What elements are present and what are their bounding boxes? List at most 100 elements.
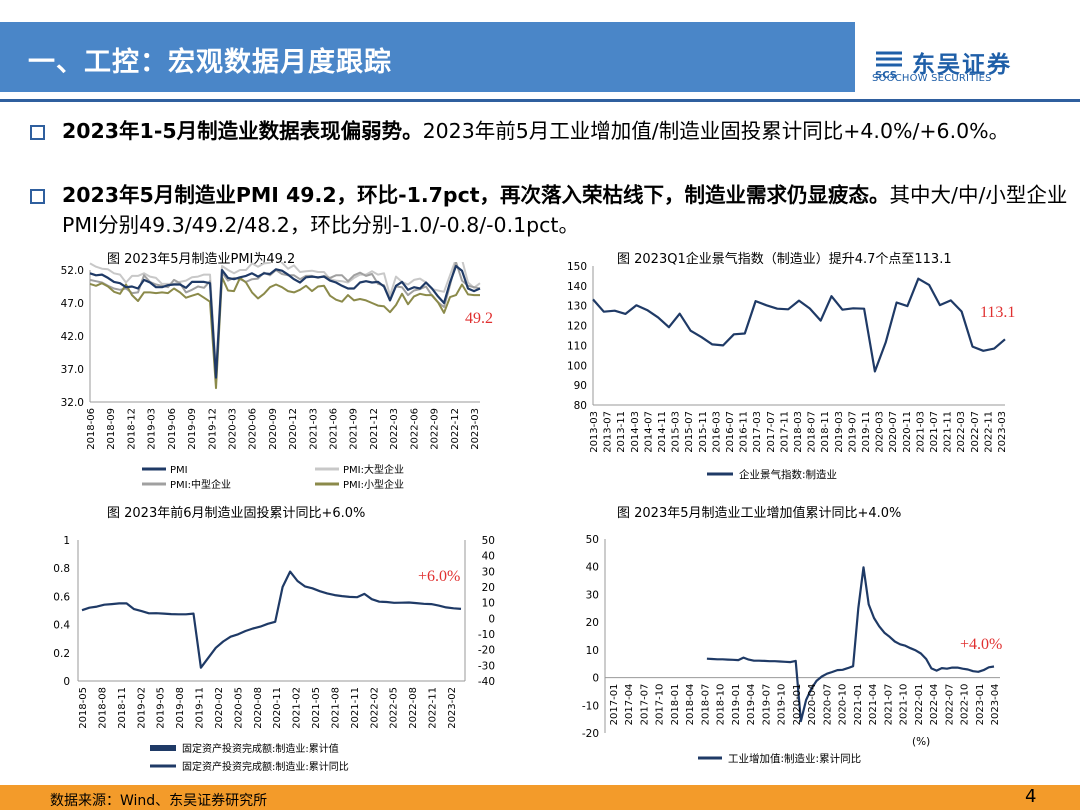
chart-1-legend-label: PMI <box>170 465 188 476</box>
bullet-2-text: 其中大/中/小型企业PMI分别49.3/49.2/48.2，环比分别-1.0/-… <box>62 183 1068 237</box>
chart-4-x-tick-label: 2022-04 <box>929 684 940 726</box>
chart-2-x-tick-label: 2021-03 <box>915 411 926 453</box>
chart-1-y-tick-label: 47.0 <box>61 298 84 310</box>
chart-1-annotation: 49.2 <box>465 310 493 327</box>
chart-industrial-value-added: -20 -10 0 10 20 30 40 50 2017-01 2017-04 2017-07 20… <box>582 534 1001 765</box>
chart-4-title: 图 2023年5月制造业工业增加值累计同比+4.0% <box>617 506 902 521</box>
chart-2-x-tick-label: 2020-03 <box>875 411 886 453</box>
chart-4-legend-label: 工业增加值:制造业:累计同比 <box>728 752 861 765</box>
chart-business-climate: 80 90 100 110 120 130 140 150 2013-03 2013-07 2013… <box>567 262 1008 481</box>
chart-2-x-tick-label: 2015-03 <box>671 411 682 453</box>
chart-4-x-tick-label: 2017-01 <box>609 684 620 726</box>
chart-4-x-tick-label: 2019-10 <box>777 684 788 726</box>
chart-1-series-line <box>89 262 481 380</box>
chart-2-x-tick-label: 2022-07 <box>970 411 981 453</box>
chart-4-x-tick-label: 2022-07 <box>944 684 955 726</box>
chart-4-x-tick-label: 2019-04 <box>746 684 757 726</box>
chart-2-x-tick-label: 2017-03 <box>752 411 763 453</box>
chart-3-x-tick-label: 2022-11 <box>428 687 439 729</box>
chart-3-right-tick-label: 30 <box>482 566 495 578</box>
chart-2-x-tick-label: 2018-03 <box>793 411 804 453</box>
chart-3-x-tick-label: 2020-11 <box>272 687 283 729</box>
chart-2-y-tick-label: 110 <box>567 340 587 352</box>
chart-4-x-tick-label: 2021-04 <box>868 684 879 726</box>
chart-1-x-tick-label: 2019-06 <box>167 408 178 450</box>
chart-2-series-line <box>592 277 1006 373</box>
chart-4-y-tick-label: 0 <box>592 673 599 685</box>
chart-4-y-tick-label: 40 <box>586 562 599 574</box>
chart-4-unit-label: (%) <box>912 736 930 748</box>
chart-4-y-tick-label: -20 <box>582 728 599 740</box>
page-number: 4 <box>1025 786 1037 807</box>
chart-1-x-tick-label: 2022-12 <box>450 408 461 450</box>
chart-3-annotation: +6.0% <box>418 568 461 585</box>
chart-2-x-tick-label: 2016-11 <box>739 411 750 453</box>
chart-3-left-tick-label: 0.2 <box>53 648 70 660</box>
chart-2-y-tick-label: 80 <box>574 400 587 412</box>
chart-2-title: 图 2023Q1企业景气指数（制造业）提升4.7个点至113.1 <box>617 252 952 267</box>
chart-3-right-tick-label: 10 <box>482 598 495 610</box>
chart-3-x-tick-label: 2019-05 <box>156 687 167 729</box>
bullet-square-icon <box>30 125 45 140</box>
chart-1-x-tick-label: 2019-12 <box>207 408 218 450</box>
chart-4-x-tick-label: 2021-01 <box>853 684 864 726</box>
logo-icon: SCS <box>872 47 906 81</box>
chart-1-x-tick-label: 2020-12 <box>288 408 299 450</box>
chart-1-series-line <box>89 262 481 373</box>
chart-3-right-tick-label: 40 <box>482 551 495 563</box>
chart-1-y-tick-label: 42.0 <box>61 331 84 343</box>
chart-2-x-tick-label: 2018-07 <box>807 411 818 453</box>
chart-1-x-tick-label: 2020-03 <box>227 408 238 450</box>
bullet-square-icon <box>30 189 45 204</box>
chart-1-title: 图 2023年5月制造业PMI为49.2 <box>107 252 296 267</box>
chart-4-x-tick-label: 2023-01 <box>975 684 986 726</box>
company-logo: SCS 东吴证券 SOOCHOW SECURITIES <box>872 45 1032 90</box>
chart-3-x-tick-label: 2019-11 <box>195 687 206 729</box>
chart-1-x-tick-label: 2021-09 <box>349 408 360 450</box>
chart-1-y-tick-label: 37.0 <box>61 364 84 376</box>
chart-2-x-tick-label: 2018-11 <box>820 411 831 453</box>
chart-4-x-tick-label: 2018-04 <box>685 684 696 726</box>
chart-1-x-tick-label: 2022-03 <box>389 408 400 450</box>
chart-3-series-line <box>81 570 462 669</box>
bullet-2-bold: 2023年5月制造业PMI 49.2，环比-1.7pct，再次落入荣枯线下，制造… <box>62 183 890 207</box>
chart-1-series-line <box>89 276 480 390</box>
chart-1-x-tick-label: 2018-06 <box>86 408 97 450</box>
chart-3-x-tick-label: 2023-02 <box>447 687 458 729</box>
chart-1-x-tick-label: 2020-06 <box>248 408 259 450</box>
chart-1-x-tick-label: 2021-06 <box>329 408 340 450</box>
chart-1-x-tick-label: 2018-09 <box>106 408 117 450</box>
chart-2-x-tick-label: 2020-11 <box>902 411 913 453</box>
chart-2-y-tick-label: 120 <box>567 321 587 333</box>
chart-4-x-tick-label: 2022-01 <box>914 684 925 726</box>
chart-3-x-tick-label: 2021-05 <box>311 687 322 729</box>
chart-2-y-tick-label: 150 <box>567 262 587 273</box>
chart-2-x-tick-label: 2019-07 <box>847 411 858 453</box>
logo-abbr: SCS <box>875 70 897 81</box>
logo-english: SOOCHOW SECURITIES <box>872 73 992 84</box>
chart-2-x-tick-label: 2019-03 <box>834 411 845 453</box>
chart-3-legend-label: 固定资产投资完成额:制造业:累计值 <box>182 742 339 755</box>
chart-1-x-tick-label: 2022-06 <box>409 408 420 450</box>
chart-2-x-tick-label: 2019-11 <box>861 411 872 453</box>
chart-2-x-tick-label: 2015-07 <box>684 411 695 453</box>
chart-1-x-tick-label: 2019-03 <box>147 408 158 450</box>
chart-4-x-tick-label: 2023-04 <box>990 684 1001 726</box>
chart-2-y-tick-label: 100 <box>567 360 587 372</box>
chart-1-y-tick-label: 32.0 <box>61 397 84 409</box>
chart-3-x-tick-label: 2018-05 <box>78 687 89 729</box>
chart-4-x-tick-label: 2021-07 <box>883 684 894 726</box>
chart-4-x-tick-label: 2019-07 <box>761 684 772 726</box>
chart-3-x-tick-label: 2018-11 <box>117 687 128 729</box>
chart-3-title: 图 2023年前6月制造业固投累计同比+6.0% <box>107 506 366 521</box>
header-divider <box>0 99 1080 102</box>
chart-3-x-tick-label: 2019-08 <box>175 687 186 729</box>
chart-4-x-tick-label: 2019-01 <box>731 684 742 726</box>
chart-4-x-tick-label: 2018-10 <box>716 684 727 726</box>
footer-bar <box>0 785 1080 810</box>
chart-4-y-tick-label: 30 <box>586 589 599 601</box>
chart-3-right-tick-label: -10 <box>478 629 495 641</box>
bullet-2: 2023年5月制造业PMI 49.2，环比-1.7pct，再次落入荣枯线下，制造… <box>30 180 1070 240</box>
chart-4-x-tick-label: 2020-01 <box>792 684 803 726</box>
chart-3-right-tick-label: -30 <box>478 660 495 672</box>
